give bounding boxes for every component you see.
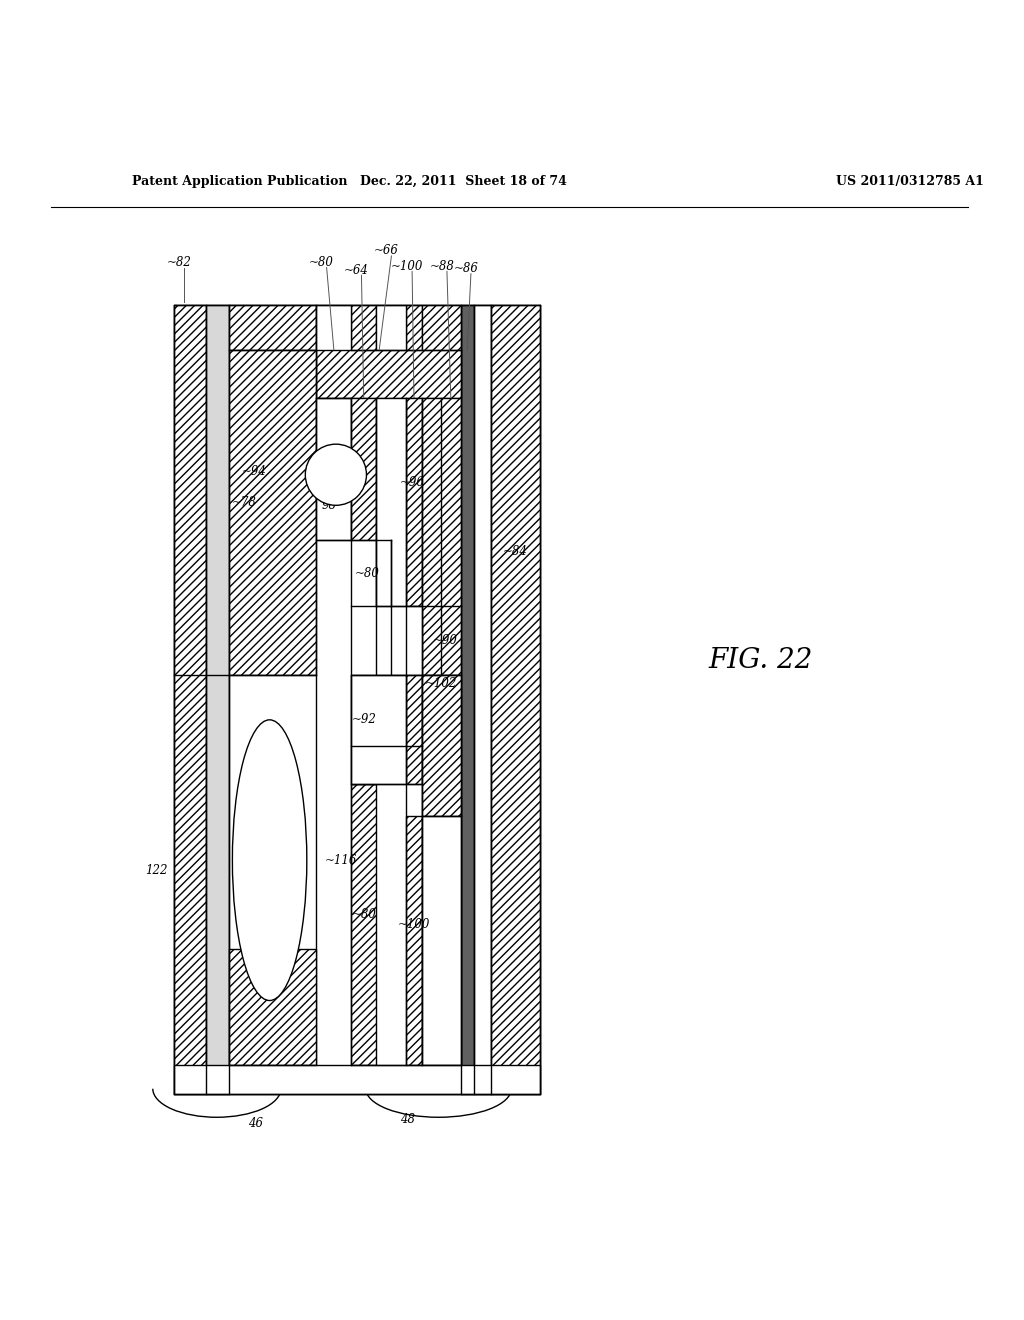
Text: ~64: ~64 — [344, 264, 369, 277]
Bar — [229, 676, 316, 1065]
Bar — [174, 305, 206, 1094]
Text: US 2011/0312785 A1: US 2011/0312785 A1 — [836, 174, 983, 187]
Text: ~100: ~100 — [391, 260, 423, 273]
Text: ~84: ~84 — [503, 545, 528, 558]
Text: 122: 122 — [145, 863, 168, 876]
Text: ~66: ~66 — [374, 244, 398, 257]
Bar — [206, 305, 229, 1094]
Bar — [351, 746, 376, 784]
Text: Patent Application Publication: Patent Application Publication — [132, 174, 348, 187]
Text: 48: 48 — [400, 1113, 416, 1126]
Bar — [406, 305, 422, 397]
Text: ~102: ~102 — [425, 677, 458, 689]
Bar — [351, 305, 376, 397]
Text: Dec. 22, 2011  Sheet 18 of 74: Dec. 22, 2011 Sheet 18 of 74 — [360, 174, 567, 187]
Text: ~82: ~82 — [167, 256, 191, 269]
Text: ~96: ~96 — [399, 477, 424, 488]
Bar — [422, 397, 461, 676]
Bar — [316, 397, 351, 498]
Text: ~78: ~78 — [250, 924, 274, 937]
Bar — [351, 676, 376, 746]
Bar — [422, 676, 461, 1065]
Bar — [229, 305, 316, 350]
Bar — [461, 305, 474, 1094]
Text: ~92: ~92 — [351, 713, 376, 726]
Bar — [422, 676, 461, 816]
Text: ~54: ~54 — [255, 863, 280, 876]
Bar — [490, 305, 541, 1094]
Text: ~80: ~80 — [354, 566, 379, 579]
Bar — [351, 397, 376, 540]
Bar — [174, 305, 541, 1094]
Bar — [316, 498, 351, 540]
Bar — [376, 397, 406, 676]
Bar — [422, 816, 461, 1065]
Bar — [229, 350, 316, 676]
Ellipse shape — [232, 719, 307, 1001]
Bar — [406, 676, 422, 784]
Text: ~94: ~94 — [242, 465, 267, 478]
Bar — [351, 784, 376, 1065]
Text: ~78: ~78 — [231, 496, 257, 510]
Bar — [316, 350, 461, 397]
Text: 120: 120 — [331, 477, 353, 488]
Text: 46: 46 — [248, 1117, 263, 1130]
Circle shape — [305, 444, 367, 506]
Text: ~90: ~90 — [433, 634, 458, 647]
Bar — [229, 949, 316, 1065]
Bar — [406, 816, 422, 1065]
Bar — [174, 1065, 541, 1094]
Bar — [391, 606, 422, 676]
Text: ~100: ~100 — [397, 917, 430, 931]
Text: ~116: ~116 — [325, 854, 357, 867]
Bar — [376, 305, 406, 397]
Bar — [351, 676, 406, 784]
Bar — [422, 305, 461, 397]
Text: FIG. 22: FIG. 22 — [709, 647, 813, 673]
Text: ~80: ~80 — [309, 256, 334, 269]
Bar — [376, 540, 391, 606]
Text: ~80: ~80 — [351, 908, 376, 921]
Text: 98: 98 — [322, 499, 336, 512]
Text: ~88: ~88 — [429, 260, 455, 273]
Bar — [474, 305, 490, 1094]
Text: ~86: ~86 — [454, 263, 478, 275]
Bar — [406, 397, 422, 606]
Bar — [316, 305, 351, 397]
